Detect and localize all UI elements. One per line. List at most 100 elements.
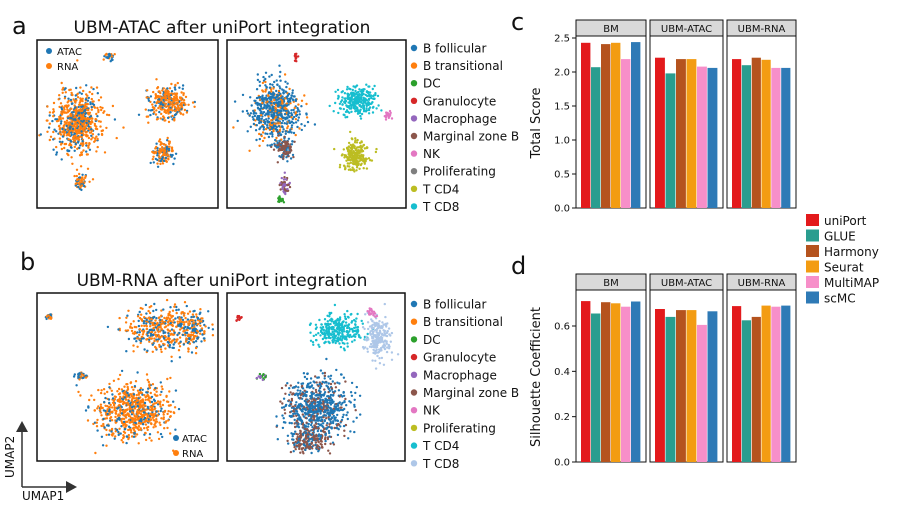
- umap-cell: [105, 113, 109, 117]
- umap-cell: [263, 136, 266, 140]
- umap-cell: [294, 404, 297, 408]
- umap-cell: [107, 424, 110, 427]
- umap-cell: [94, 451, 97, 455]
- umap-cell: [164, 335, 167, 339]
- umap-cell: [70, 91, 73, 95]
- panel-letter-d: d: [511, 252, 526, 280]
- umap-cell: [263, 120, 267, 124]
- umap-cell: [331, 394, 335, 397]
- umap-cell: [192, 315, 196, 318]
- umap-cell: [78, 103, 81, 106]
- umap-cell: [105, 433, 108, 437]
- umap-cell: [120, 369, 124, 373]
- umap-cell: [298, 416, 302, 419]
- umap-cell: [160, 407, 163, 410]
- umap-cell: [277, 148, 281, 151]
- umap-cell: [76, 130, 79, 133]
- umap-cell: [321, 380, 324, 384]
- umap-cell: [95, 86, 99, 89]
- umap-cell: [165, 99, 168, 102]
- umap-cell: [310, 441, 314, 445]
- umap-cell: [163, 409, 167, 413]
- umap-cell: [158, 323, 161, 326]
- umap-cell: [172, 343, 175, 346]
- umap-cell: [340, 339, 343, 342]
- umap-cell: [133, 332, 136, 335]
- umap-cell: [114, 395, 118, 399]
- umap-cell: [82, 178, 85, 181]
- umap-cell: [174, 428, 177, 431]
- umap-cell: [356, 138, 359, 142]
- umap-cell: [285, 117, 288, 120]
- umap-cell: [166, 116, 170, 120]
- umap-cell: [171, 114, 174, 118]
- umap-cell: [63, 97, 67, 100]
- umap-cell: [354, 152, 357, 156]
- umap-cell: [123, 411, 126, 414]
- umap-cell: [107, 433, 111, 436]
- umap-cell: [58, 115, 61, 119]
- umap-cell: [55, 130, 58, 133]
- umap-cell: [289, 384, 292, 387]
- umap-cell: [328, 399, 331, 402]
- umap-cell: [339, 100, 343, 104]
- umap-cell: [358, 96, 361, 100]
- umap-cell: [118, 427, 121, 430]
- umap-cell: [140, 318, 144, 321]
- umap-cell: [149, 113, 152, 117]
- umap-cell: [320, 393, 323, 397]
- umap-cell: [146, 89, 149, 92]
- umap-cell: [277, 134, 280, 137]
- umap-cell: [103, 426, 106, 429]
- umap-cell: [297, 392, 300, 396]
- umap-cell: [153, 337, 156, 340]
- umap-cell: [144, 438, 148, 442]
- umap-cell: [334, 90, 337, 94]
- umap-cell: [153, 399, 157, 403]
- umap-cell: [45, 315, 48, 318]
- umap-cell: [81, 111, 85, 114]
- umap-cell: [311, 341, 315, 344]
- umap-cell: [167, 120, 171, 124]
- umap-cell: [55, 120, 59, 123]
- umap-cell: [120, 388, 124, 391]
- umap-cell: [297, 116, 300, 119]
- umap-cell: [284, 404, 287, 408]
- umap-cell: [194, 322, 197, 325]
- umap-cell: [137, 324, 141, 328]
- umap-cell: [156, 94, 160, 98]
- umap-cell: [138, 328, 141, 331]
- umap-cell: [250, 104, 253, 107]
- umap-cell: [370, 96, 373, 100]
- umap-cell: [74, 120, 77, 124]
- umap-cell: [82, 184, 86, 188]
- umap-cell: [316, 444, 319, 447]
- umap-cell: [287, 442, 290, 445]
- umap-cell: [127, 433, 130, 437]
- umap-cell: [176, 333, 179, 337]
- umap-cell: [351, 330, 355, 333]
- umap-cell: [124, 416, 128, 419]
- umap-cell: [155, 317, 158, 320]
- umap-cell: [150, 395, 154, 399]
- umap-cell: [292, 407, 296, 410]
- umap-cell: [94, 118, 97, 121]
- umap-cell: [160, 350, 163, 354]
- umap-cell: [300, 105, 303, 108]
- umap-cell: [163, 150, 167, 153]
- umap-cell: [157, 98, 161, 101]
- umap-cell: [332, 322, 336, 325]
- umap-cell: [194, 327, 197, 331]
- umap-cell: [279, 133, 283, 136]
- umap-cell: [333, 390, 337, 393]
- umap-cell: [347, 105, 350, 108]
- umap-cell: [299, 389, 302, 392]
- umap-cell: [251, 115, 254, 119]
- umap-cell: [305, 112, 308, 115]
- umap-cell: [305, 403, 308, 406]
- umap-cell: [368, 85, 371, 88]
- umap-cell: [194, 346, 198, 350]
- umap-a-celltype: [226, 39, 407, 209]
- umap-cell: [172, 329, 175, 332]
- umap-cell: [282, 201, 286, 204]
